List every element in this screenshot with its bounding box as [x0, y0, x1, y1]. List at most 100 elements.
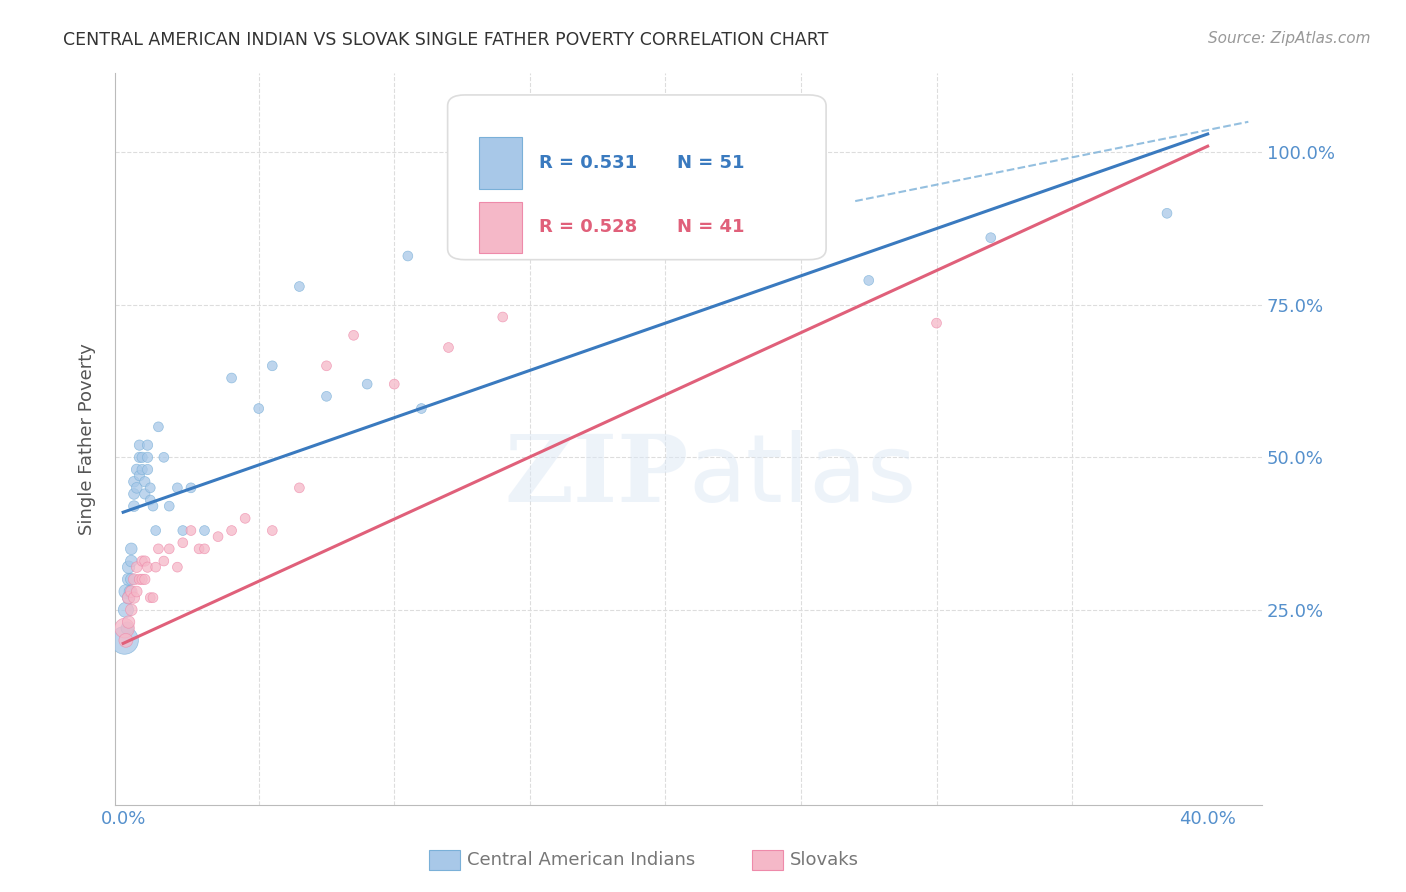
Point — [221, 524, 243, 538]
Point — [560, 225, 582, 239]
Point — [233, 511, 256, 525]
Point — [128, 572, 150, 586]
Text: R = 0.531: R = 0.531 — [540, 154, 637, 172]
Point — [122, 475, 145, 489]
Point — [122, 572, 145, 586]
Point — [193, 541, 215, 556]
Point — [749, 145, 772, 160]
Point — [136, 438, 159, 452]
Point — [142, 591, 165, 605]
Point — [492, 310, 515, 324]
FancyBboxPatch shape — [447, 95, 827, 260]
Point — [139, 493, 162, 508]
Point — [411, 401, 433, 416]
Point — [128, 450, 150, 465]
Point — [120, 554, 142, 568]
Point — [139, 481, 162, 495]
Point — [120, 572, 142, 586]
Point — [166, 481, 188, 495]
Bar — [478, 202, 522, 253]
Point — [115, 621, 138, 635]
Point — [120, 584, 142, 599]
Point — [157, 499, 180, 513]
Point — [134, 554, 156, 568]
Point — [188, 541, 211, 556]
Point — [382, 377, 405, 392]
Point — [148, 420, 170, 434]
Text: atlas: atlas — [689, 430, 917, 522]
Point — [145, 560, 167, 574]
Point — [193, 524, 215, 538]
Point — [343, 328, 366, 343]
Point — [641, 145, 664, 160]
Point — [122, 591, 145, 605]
Point — [131, 554, 153, 568]
Point — [531, 145, 554, 160]
Point — [117, 572, 139, 586]
Point — [122, 487, 145, 501]
Point — [145, 524, 167, 538]
Point — [131, 450, 153, 465]
Y-axis label: Single Father Poverty: Single Father Poverty — [79, 343, 96, 535]
Text: Central American Indians: Central American Indians — [467, 851, 695, 869]
Text: N = 51: N = 51 — [678, 154, 745, 172]
Text: Slovaks: Slovaks — [790, 851, 859, 869]
Point — [695, 145, 717, 160]
Point — [122, 499, 145, 513]
Point — [1156, 206, 1178, 220]
Point — [115, 633, 138, 648]
Point — [858, 273, 880, 287]
Point — [142, 499, 165, 513]
Text: N = 41: N = 41 — [678, 219, 745, 236]
Point — [128, 468, 150, 483]
Point — [315, 389, 337, 403]
Point — [139, 591, 162, 605]
Point — [115, 584, 138, 599]
Point — [356, 377, 378, 392]
Point — [153, 450, 176, 465]
Point — [925, 316, 948, 330]
Point — [117, 591, 139, 605]
Point — [114, 621, 136, 635]
Point — [117, 615, 139, 629]
Text: CENTRAL AMERICAN INDIAN VS SLOVAK SINGLE FATHER POVERTY CORRELATION CHART: CENTRAL AMERICAN INDIAN VS SLOVAK SINGLE… — [63, 31, 828, 49]
Point — [120, 603, 142, 617]
Text: Source: ZipAtlas.com: Source: ZipAtlas.com — [1208, 31, 1371, 46]
Point — [247, 401, 270, 416]
Point — [134, 572, 156, 586]
Point — [134, 475, 156, 489]
Text: R = 0.528: R = 0.528 — [540, 219, 637, 236]
Point — [117, 591, 139, 605]
Point — [166, 560, 188, 574]
Point — [207, 530, 229, 544]
Point — [131, 572, 153, 586]
Point — [134, 487, 156, 501]
Point — [125, 481, 148, 495]
Text: ZIP: ZIP — [505, 431, 689, 521]
Point — [396, 249, 419, 263]
Point — [125, 560, 148, 574]
Point — [128, 438, 150, 452]
Point — [125, 584, 148, 599]
Bar — [478, 137, 522, 188]
Point — [136, 560, 159, 574]
Point — [115, 603, 138, 617]
Point — [117, 560, 139, 574]
Point — [464, 145, 486, 160]
Point — [157, 541, 180, 556]
Point — [437, 341, 460, 355]
Point — [120, 541, 142, 556]
Point — [172, 524, 194, 538]
Point — [136, 462, 159, 476]
Point — [118, 584, 141, 599]
Point — [262, 524, 284, 538]
Point — [180, 481, 202, 495]
Point — [136, 450, 159, 465]
Point — [125, 462, 148, 476]
Point — [288, 481, 311, 495]
Point — [288, 279, 311, 293]
Point — [114, 633, 136, 648]
Point — [262, 359, 284, 373]
Point — [221, 371, 243, 385]
Point — [148, 541, 170, 556]
